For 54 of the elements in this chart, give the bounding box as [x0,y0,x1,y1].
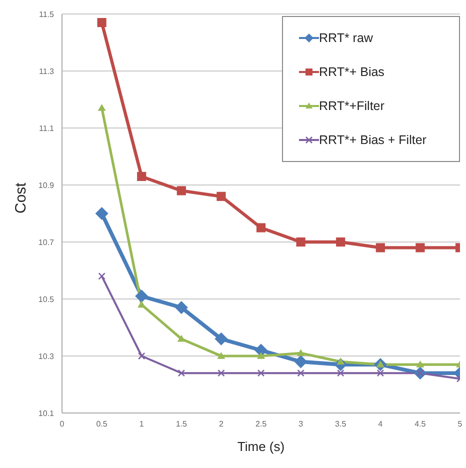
y-tick-label: 10.3 [38,352,55,361]
x-tick-label: 1 [139,420,144,429]
point [218,369,225,377]
legend-label: RRT*+ Bias + Filter [319,133,426,147]
point [256,223,266,232]
legend-label: RRT*+ Bias [319,65,384,79]
x-tick-label: 2 [218,420,224,429]
x-tick-label: 0 [60,420,65,429]
point [97,18,106,28]
y-tick-label: 10.5 [38,294,55,304]
y-tick-label: 10.7 [38,238,55,247]
point [98,272,106,280]
x-tick-label: 3.5 [335,420,347,429]
point [297,369,304,377]
legend-label: RRT* raw [319,31,373,45]
point [98,104,106,111]
x-tick-label: 0.5 [96,420,108,429]
point [214,332,228,346]
point [216,192,226,201]
y-tick-label: 11.3 [39,66,55,76]
y-axis-title: Cost [12,182,30,214]
point [296,349,305,356]
point [137,172,146,181]
x-tick-label: 4.5 [414,420,426,429]
x-tick-label: 2.5 [255,420,268,429]
point [178,369,186,377]
y-tick-label: 10.9 [38,180,55,190]
point [416,360,424,368]
point [135,290,148,303]
point [296,237,306,247]
x-axis-title: Time (s) [237,439,285,454]
point [138,352,146,360]
point [376,243,385,252]
point [138,300,146,308]
point [177,334,186,342]
x-tick-label: 1.5 [176,420,188,429]
point [336,237,346,247]
point [294,355,308,368]
point [376,369,384,377]
y-tick-label: 11.1 [39,124,55,133]
x-tick-label: 5 [458,420,463,429]
point [176,186,186,196]
x-tick-label: 3 [298,420,304,429]
y-tick-label: 10.1 [38,408,55,418]
point [174,301,188,314]
y-tick-label: 11.5 [39,10,55,19]
point [336,369,344,377]
point [416,243,425,252]
legend-label: RRT*+Filter [319,99,384,113]
point [217,352,226,359]
x-tick-label: 4 [378,420,384,429]
point [257,369,265,377]
point [256,352,266,359]
point [95,206,108,220]
